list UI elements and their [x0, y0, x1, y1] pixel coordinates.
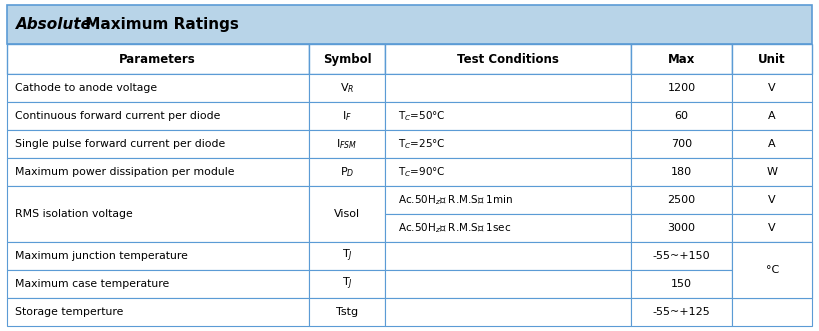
Bar — [7, 74, 309, 102]
Bar — [309, 158, 385, 186]
Bar — [385, 186, 631, 214]
Text: Maximum power dissipation per module: Maximum power dissipation per module — [15, 167, 234, 177]
Text: T$_{C}$=50°C: T$_{C}$=50°C — [397, 110, 446, 123]
Bar — [309, 242, 385, 270]
Bar — [309, 130, 385, 158]
Text: Ac.50H$_{z}$； R.M.S； 1min: Ac.50H$_{z}$； R.M.S； 1min — [397, 193, 513, 207]
Bar — [7, 242, 309, 270]
Text: Tstg: Tstg — [336, 307, 358, 317]
Bar — [7, 44, 309, 74]
Text: Ac.50H$_{z}$； R.M.S； 1sec: Ac.50H$_{z}$； R.M.S； 1sec — [397, 221, 511, 235]
Text: T$_{C}$=90°C: T$_{C}$=90°C — [397, 166, 446, 179]
Bar — [385, 130, 631, 158]
Text: RMS isolation voltage: RMS isolation voltage — [15, 209, 133, 219]
Bar — [309, 186, 385, 242]
Text: Storage temperture: Storage temperture — [15, 307, 123, 317]
Text: I$_{FSM}$: I$_{FSM}$ — [337, 137, 358, 151]
Bar — [732, 298, 812, 326]
Text: Cathode to anode voltage: Cathode to anode voltage — [15, 83, 157, 93]
Text: Maximum case temperature: Maximum case temperature — [15, 279, 169, 289]
Bar — [385, 270, 631, 298]
Bar — [732, 74, 812, 102]
Text: Parameters: Parameters — [120, 53, 196, 66]
Bar — [631, 74, 732, 102]
Text: -55~+125: -55~+125 — [653, 307, 710, 317]
Text: W: W — [767, 167, 778, 177]
Text: -55~+150: -55~+150 — [653, 251, 710, 261]
Text: V$_{R}$: V$_{R}$ — [340, 81, 355, 95]
Bar — [7, 298, 309, 326]
Text: I$_{F}$: I$_{F}$ — [342, 110, 352, 123]
Bar — [631, 44, 732, 74]
Text: 150: 150 — [671, 279, 692, 289]
Bar — [732, 102, 812, 130]
Bar — [631, 102, 732, 130]
Text: Maximum Ratings: Maximum Ratings — [80, 17, 239, 32]
Bar — [7, 186, 309, 242]
Bar — [732, 44, 812, 74]
Text: T$_{C}$=25°C: T$_{C}$=25°C — [397, 137, 446, 151]
Text: Unit: Unit — [758, 53, 786, 66]
Text: T$_{J}$: T$_{J}$ — [342, 276, 352, 292]
Bar — [732, 186, 812, 214]
Bar — [631, 186, 732, 214]
Text: 2500: 2500 — [667, 195, 695, 205]
Text: Symbol: Symbol — [323, 53, 371, 66]
Bar — [309, 270, 385, 298]
Text: P$_{D}$: P$_{D}$ — [340, 166, 355, 179]
Bar — [385, 242, 631, 270]
Bar — [7, 5, 812, 44]
Bar — [309, 102, 385, 130]
Text: 1200: 1200 — [667, 83, 695, 93]
Bar — [631, 158, 732, 186]
Bar — [631, 298, 732, 326]
Text: Single pulse forward current per diode: Single pulse forward current per diode — [15, 139, 225, 149]
Bar — [309, 74, 385, 102]
Bar — [732, 242, 812, 270]
Bar — [631, 270, 732, 298]
Text: 3000: 3000 — [667, 223, 695, 233]
Bar — [7, 270, 309, 298]
Text: Test Conditions: Test Conditions — [457, 53, 559, 66]
Bar — [385, 102, 631, 130]
Text: V: V — [768, 195, 776, 205]
Text: Continuous forward current per diode: Continuous forward current per diode — [15, 112, 220, 121]
Bar — [7, 102, 309, 130]
Text: T$_{J}$: T$_{J}$ — [342, 248, 352, 264]
Text: °C: °C — [766, 265, 779, 275]
Bar — [7, 130, 309, 158]
Text: Maximum junction temperature: Maximum junction temperature — [15, 251, 188, 261]
Bar — [385, 214, 631, 242]
Bar — [732, 130, 812, 158]
Bar — [732, 242, 812, 298]
Text: Visol: Visol — [334, 209, 360, 219]
Bar — [309, 44, 385, 74]
Bar — [732, 214, 812, 242]
Bar — [309, 298, 385, 326]
Bar — [385, 158, 631, 186]
Text: 180: 180 — [671, 167, 692, 177]
Bar — [732, 270, 812, 298]
Bar — [385, 74, 631, 102]
Bar — [631, 242, 732, 270]
Text: 60: 60 — [675, 112, 689, 121]
Text: V: V — [768, 83, 776, 93]
Text: 700: 700 — [671, 139, 692, 149]
Bar — [631, 214, 732, 242]
Text: Absolute: Absolute — [16, 17, 93, 32]
Text: V: V — [768, 223, 776, 233]
Bar — [732, 158, 812, 186]
Text: Max: Max — [667, 53, 695, 66]
Bar — [385, 298, 631, 326]
Text: A: A — [768, 112, 776, 121]
Bar — [7, 158, 309, 186]
Text: A: A — [768, 139, 776, 149]
Bar — [631, 130, 732, 158]
Bar — [385, 44, 631, 74]
